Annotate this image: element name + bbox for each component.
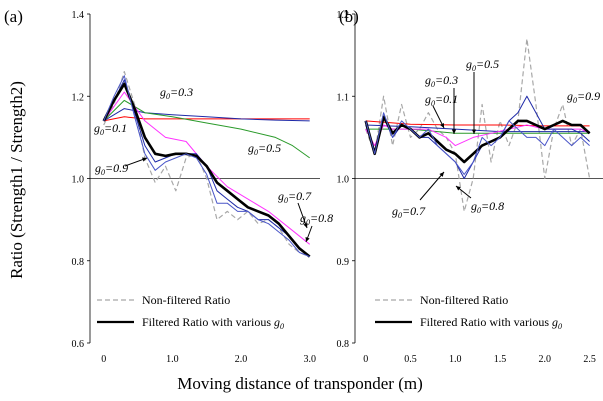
annotation-label: g0=0.8 (300, 211, 333, 227)
series-line (103, 75, 310, 258)
annotation-label: g0=0.5 (466, 57, 499, 73)
legend-panel-b: Non-filtered Ratio Filtered Ratio with va… (375, 293, 562, 331)
series-line (103, 70, 310, 258)
x-tick-label: 0.5 (404, 354, 417, 365)
annotation-label: g0=0.8 (471, 199, 504, 215)
legend-label: Non-filtered Ratio (142, 293, 230, 307)
series-line (365, 38, 591, 212)
series-line (102, 82, 311, 258)
x-tick-label: 1.5 (494, 354, 507, 365)
legend-label: Filtered Ratio with various g0 (420, 315, 562, 331)
y-tick-label: 1.2 (72, 92, 85, 103)
annotation-label: g0=0.9 (567, 89, 600, 105)
y-axis-title: Ratio (Strength1 / Strength2) (7, 81, 26, 279)
x-tick-label: 2.0 (235, 354, 248, 365)
series-line (103, 116, 310, 122)
series-group-panel-a (102, 70, 311, 258)
x-tick-label: 0 (363, 354, 368, 365)
y-tick-label: 1.0 (72, 175, 85, 186)
annotation-arrowhead (451, 129, 457, 134)
y-tick-label: 1.4 (72, 10, 85, 21)
annotation-arrowhead (456, 186, 461, 191)
x-axis-title: Moving distance of transponder (m) (177, 374, 423, 393)
y-tick-label: 1.2 (337, 10, 350, 21)
x-tick-label: 1.0 (166, 354, 179, 365)
legend-panel-a: Non-filtered Ratio Filtered Ratio with va… (97, 293, 284, 331)
y-tick-label: 0.8 (337, 339, 350, 350)
annotation-arrowhead (303, 223, 308, 228)
annotation-arrowhead (305, 237, 310, 242)
x-tick-label: 1.0 (449, 354, 462, 365)
legend-label: Non-filtered Ratio (420, 293, 508, 307)
panel-label-b: (b) (339, 7, 359, 26)
annotation-label: g0=0.1 (94, 121, 127, 137)
y-tick-label: 0.8 (72, 257, 85, 268)
annotation-label: g0=0.5 (248, 141, 281, 157)
panel-label-a: (a) (4, 7, 23, 26)
annotation-arrowhead (439, 172, 444, 177)
chart-panel-a: (a) 0.60.81.01.21.40 1.0 2.0 3.0 g0=0.3g0=0… (4, 7, 333, 365)
annotation-label: g0=0.7 (392, 204, 426, 220)
legend-label: Filtered Ratio with various g0 (142, 315, 284, 331)
y-tick-label: 1.1 (337, 92, 350, 103)
annotation-label: g0=0.7 (278, 189, 312, 205)
y-tick-label: 0.9 (337, 257, 350, 268)
x-tick-label: 0 (101, 354, 106, 365)
series-line (365, 112, 590, 175)
annotation-label: g0=0.9 (95, 161, 128, 177)
annotation-arrowhead (440, 123, 444, 128)
chart-panel-b: (b) 0.8 0.9 1.0 1.1 1.2 0 0.5 1.0 1.5 2.0 2.5 g0=0… (337, 7, 603, 365)
annotations-panel-b: g0=0.5 g0=0.3 g0=0.1 g0=0.9 g0=0.7 g0=0.8 (392, 57, 600, 220)
series-line (103, 108, 310, 122)
y-tick-label: 0.6 (72, 339, 85, 350)
annotation-arrowhead (142, 157, 147, 162)
series-group-panel-b (364, 38, 591, 212)
x-tick-label: 2.0 (539, 354, 552, 365)
annotation-label: g0=0.1 (425, 92, 458, 108)
annotation-arrow (419, 171, 445, 201)
annotation-arrowhead (471, 129, 477, 134)
axes-panel-b: 0.8 0.9 1.0 1.1 1.2 0 0.5 1.0 1.5 2.0 2.5 (337, 10, 596, 365)
annotation-label: g0=0.3 (425, 73, 458, 89)
x-tick-label: 3.0 (303, 354, 316, 365)
annotations-panel-a: g0=0.3 g0=0.1 g0=0.5 g0=0.9 g0=0.7 g0=0.8 (94, 85, 333, 243)
axes-panel-a: 0.6 0.8 1.0 1.2 1.4 0 1.0 2.0 3.0 (72, 10, 316, 365)
x-tick-label: 2.5 (583, 354, 596, 365)
annotation-label: g0=0.3 (160, 85, 193, 101)
y-tick-label: 1.0 (337, 175, 350, 186)
